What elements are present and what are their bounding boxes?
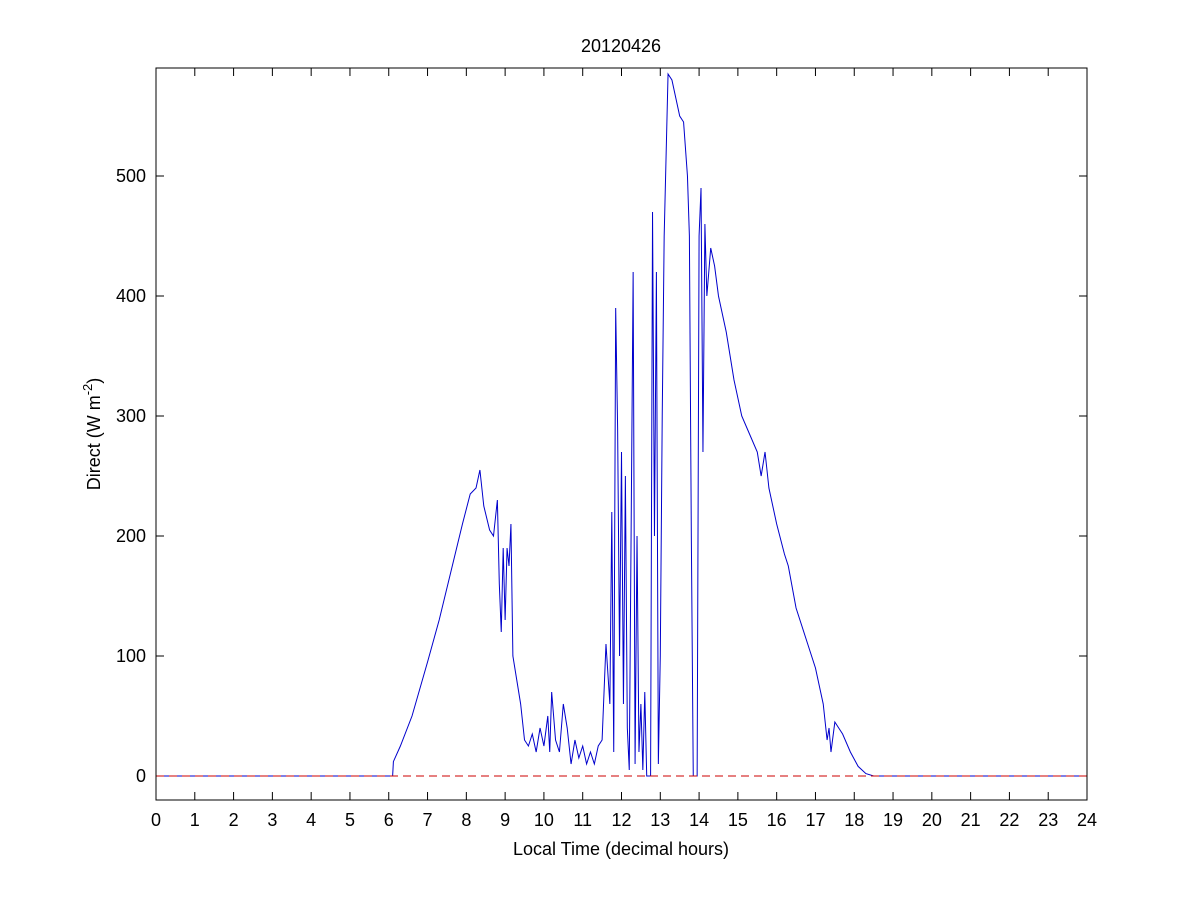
x-tick-label: 22 (999, 810, 1019, 830)
y-label-end: ) (84, 378, 104, 384)
y-tick-label: 100 (116, 646, 146, 666)
x-tick-label: 23 (1038, 810, 1058, 830)
y-tick-label: 0 (136, 766, 146, 786)
x-axis-label: Local Time (decimal hours) (513, 839, 729, 859)
x-tick-label: 15 (728, 810, 748, 830)
x-tick-label: 7 (423, 810, 433, 830)
x-tick-label: 5 (345, 810, 355, 830)
y-tick-label: 400 (116, 286, 146, 306)
x-tick-label: 0 (151, 810, 161, 830)
y-axis-label: Direct (W m-2) (80, 378, 104, 491)
x-tick-label: 1 (190, 810, 200, 830)
x-tick-label: 10 (534, 810, 554, 830)
x-tick-label: 2 (229, 810, 239, 830)
x-tick-label: 19 (883, 810, 903, 830)
plot-frame (155, 67, 1088, 801)
x-tick-label: 11 (573, 810, 592, 830)
y-label-sup: -2 (80, 384, 95, 396)
x-tick-label: 6 (384, 810, 394, 830)
x-tick-label: 14 (689, 810, 709, 830)
x-tick-label: 21 (961, 810, 981, 830)
x-tick-label: 13 (650, 810, 670, 830)
y-label-main: Direct (W m (84, 395, 104, 490)
x-tick-label: 4 (306, 810, 316, 830)
x-tick-label: 9 (500, 810, 510, 830)
x-tick-label: 17 (805, 810, 825, 830)
y-tick-label: 300 (116, 406, 146, 426)
x-tick-label: 20 (922, 810, 942, 830)
x-tick-label: 8 (461, 810, 471, 830)
x-tick-label: 3 (267, 810, 277, 830)
y-tick-label: 500 (116, 166, 146, 186)
x-tick-label: 18 (844, 810, 864, 830)
x-tick-label: 12 (611, 810, 631, 830)
x-tick-label: 16 (767, 810, 787, 830)
chart-title: 20120426 (581, 36, 661, 56)
y-tick-label: 200 (116, 526, 146, 546)
data-line (156, 72, 1087, 777)
x-tick-label: 24 (1077, 810, 1097, 830)
